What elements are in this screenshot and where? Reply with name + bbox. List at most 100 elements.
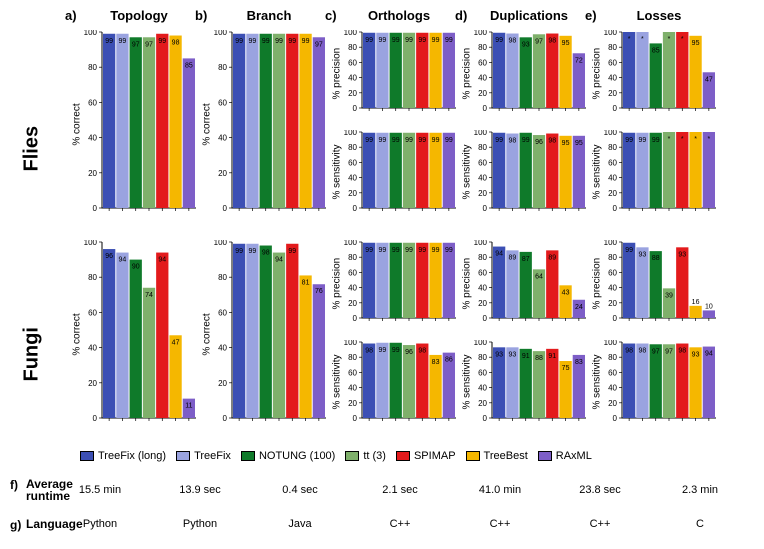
svg-text:93: 93	[692, 351, 700, 358]
svg-text:99: 99	[625, 137, 633, 144]
svg-text:99: 99	[119, 38, 127, 45]
legend-label: NOTUNG (100)	[259, 450, 335, 462]
svg-text:40: 40	[608, 384, 617, 393]
svg-text:99: 99	[625, 247, 633, 254]
svg-text:100: 100	[84, 240, 98, 247]
bar-chart: 02040608010099999894998176% correct	[210, 240, 328, 430]
svg-text:99: 99	[445, 37, 453, 44]
svg-text:98: 98	[509, 38, 517, 45]
svg-text:99: 99	[418, 247, 426, 254]
svg-text:80: 80	[608, 353, 617, 362]
svg-text:99: 99	[365, 137, 373, 144]
axis-label: % correct	[72, 100, 83, 150]
axis-label: % sensitivity	[462, 360, 473, 410]
svg-text:20: 20	[88, 169, 97, 178]
svg-text:99: 99	[249, 248, 257, 255]
svg-text:20: 20	[478, 89, 487, 98]
svg-text:83: 83	[432, 359, 440, 366]
svg-text:88: 88	[535, 355, 543, 362]
svg-text:0: 0	[613, 314, 618, 323]
svg-text:40: 40	[218, 134, 227, 143]
legend-item: TreeFix	[176, 450, 231, 462]
svg-text:99: 99	[235, 248, 243, 255]
svg-text:99: 99	[262, 38, 270, 45]
svg-text:100: 100	[84, 30, 98, 37]
svg-text:60: 60	[218, 308, 227, 317]
svg-text:99: 99	[405, 247, 413, 254]
svg-text:97: 97	[652, 348, 660, 355]
svg-text:11: 11	[185, 403, 192, 410]
svg-text:80: 80	[348, 143, 357, 152]
legend-swatch	[80, 451, 94, 461]
legend-item: tt (3)	[345, 450, 386, 462]
svg-text:100: 100	[474, 30, 488, 37]
svg-text:20: 20	[478, 299, 487, 308]
svg-text:*: *	[641, 36, 644, 43]
axis-label: % correct	[72, 310, 83, 360]
footer-cell: 41.0 min	[460, 484, 540, 496]
svg-text:0: 0	[353, 204, 358, 213]
row-label-fungi: Fungi	[21, 302, 44, 382]
svg-text:99: 99	[392, 347, 400, 354]
axis-label: % precision	[462, 50, 473, 100]
svg-text:86: 86	[445, 357, 453, 364]
footer-cell: 2.1 sec	[360, 484, 440, 496]
svg-text:99: 99	[249, 38, 257, 45]
svg-text:100: 100	[344, 130, 358, 137]
svg-text:64: 64	[535, 273, 543, 280]
footer-letter: g)	[10, 518, 21, 532]
svg-text:99: 99	[432, 37, 440, 44]
svg-text:93: 93	[522, 41, 530, 48]
svg-text:99: 99	[392, 137, 400, 144]
svg-text:40: 40	[478, 74, 487, 83]
svg-text:100: 100	[474, 130, 488, 137]
bar-chart: 02040608010099999797999885% correct	[80, 30, 198, 220]
axis-label: % sensitivity	[592, 360, 603, 410]
panel-letter: e)	[585, 8, 597, 23]
column-title: Branch	[210, 8, 328, 23]
legend-label: SPIMAP	[414, 450, 456, 462]
svg-text:100: 100	[604, 30, 618, 37]
legend-label: TreeBest	[484, 450, 528, 462]
svg-text:0: 0	[483, 314, 488, 323]
axis-label: % precision	[332, 260, 343, 310]
svg-text:94: 94	[275, 257, 283, 264]
legend-label: TreeFix	[194, 450, 231, 462]
svg-text:43: 43	[562, 289, 570, 296]
svg-text:0: 0	[353, 314, 358, 323]
svg-text:20: 20	[348, 399, 357, 408]
bar-chart: 02040608010099999999999997% correct	[210, 30, 328, 220]
svg-text:99: 99	[379, 247, 387, 254]
bar-chart: 020406080100999999****% sensitivity	[600, 130, 718, 220]
svg-text:60: 60	[478, 58, 487, 67]
svg-text:94: 94	[495, 251, 503, 258]
footer-cell: C++	[360, 518, 440, 530]
svg-text:0: 0	[93, 414, 98, 423]
column-title: Orthologs	[340, 8, 458, 23]
svg-text:76: 76	[315, 288, 323, 295]
svg-text:40: 40	[608, 284, 617, 293]
svg-text:87: 87	[522, 256, 530, 263]
svg-text:96: 96	[405, 349, 413, 356]
svg-text:98: 98	[639, 348, 647, 355]
svg-text:40: 40	[478, 284, 487, 293]
svg-text:100: 100	[214, 30, 228, 37]
svg-text:91: 91	[548, 353, 556, 360]
axis-label: % precision	[592, 260, 603, 310]
axis-label: % precision	[332, 50, 343, 100]
svg-text:80: 80	[88, 273, 97, 282]
svg-text:*: *	[628, 36, 631, 43]
svg-text:60: 60	[478, 368, 487, 377]
svg-text:99: 99	[235, 38, 243, 45]
svg-text:20: 20	[218, 379, 227, 388]
svg-text:40: 40	[88, 134, 97, 143]
svg-text:100: 100	[474, 240, 488, 247]
column-title: Topology	[80, 8, 198, 23]
svg-text:*: *	[668, 136, 671, 143]
svg-text:85: 85	[185, 62, 193, 69]
svg-text:93: 93	[639, 251, 647, 258]
svg-text:40: 40	[478, 384, 487, 393]
svg-text:100: 100	[344, 240, 358, 247]
panel-letter: c)	[325, 8, 337, 23]
svg-text:40: 40	[348, 174, 357, 183]
